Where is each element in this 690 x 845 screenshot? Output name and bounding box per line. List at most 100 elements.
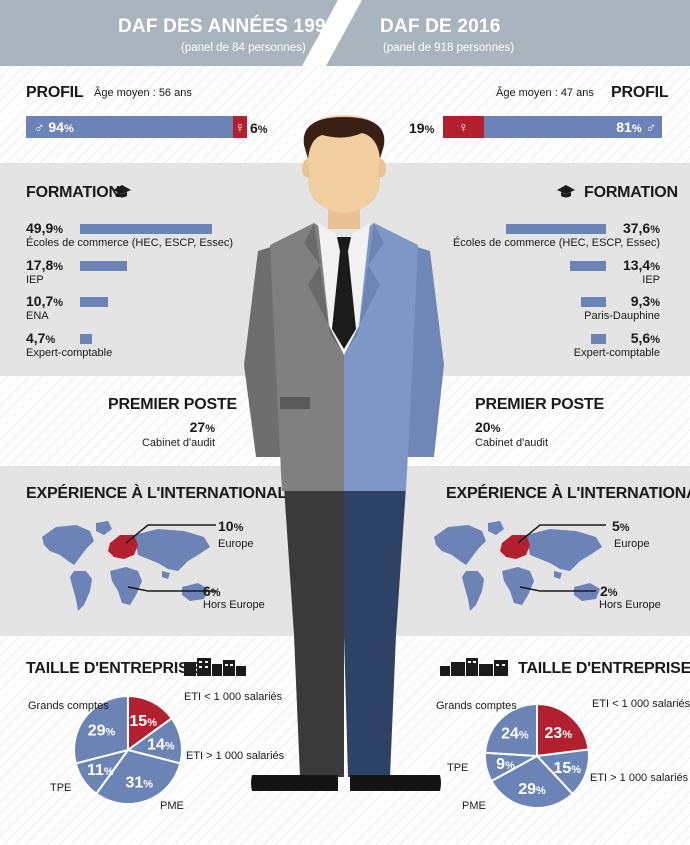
world-map-right bbox=[434, 521, 606, 611]
trouser-left bbox=[284, 487, 344, 777]
formation-left-label: IEP bbox=[26, 274, 44, 286]
formation-left-value: 49,9% bbox=[26, 220, 64, 236]
formation-right-bar bbox=[570, 261, 606, 271]
age-left: Âge moyen : 56 ans bbox=[94, 87, 192, 99]
pie-slice bbox=[484, 702, 538, 758]
header-divider bbox=[302, 0, 362, 66]
intl-right-hors-value: 2% bbox=[600, 583, 618, 599]
age-right: Âge moyen : 47 ans bbox=[496, 87, 594, 99]
pie-slice-label: 14% bbox=[147, 737, 175, 754]
formation-left-label: Écoles de commerce (HEC, ESCP, Essec) bbox=[26, 237, 234, 249]
taille-label-left: TAILLE D'ENTREPRISE bbox=[26, 660, 200, 677]
pie-slice-label: 29% bbox=[518, 781, 546, 798]
pie-right-label-grands: Grands comptes bbox=[436, 700, 517, 712]
male-icon: ♂ bbox=[34, 119, 45, 135]
premier-poste-left-value: 27% bbox=[189, 419, 215, 435]
formation-left-bar bbox=[80, 334, 92, 344]
face bbox=[308, 115, 380, 213]
pie-left-label-grands: Grands comptes bbox=[28, 700, 109, 712]
profil-label-left: PROFIL bbox=[26, 84, 84, 101]
intl-right-europe-label: Europe bbox=[614, 538, 650, 550]
female-icon: ♀ bbox=[458, 119, 469, 135]
formation-right-label: Paris-Dauphine bbox=[584, 310, 660, 322]
right-subtitle: (panel de 918 personnes) bbox=[383, 42, 515, 54]
premier-poste-label-left: PREMIER POSTE bbox=[108, 396, 237, 413]
shoe-right bbox=[350, 775, 441, 791]
formation-right-value: 13,4% bbox=[622, 257, 660, 273]
man-illustration bbox=[244, 115, 444, 791]
pie-right-label-tpe: TPE bbox=[447, 762, 469, 774]
formation-left-bar bbox=[80, 261, 127, 271]
left-male-value: ♂ 94% bbox=[34, 119, 74, 135]
pie-slice-label: 31% bbox=[126, 775, 154, 792]
formation-left-label: ENA bbox=[26, 310, 49, 322]
formation-right-label: Expert-comptable bbox=[573, 347, 660, 359]
left-title: DAF DES ANNÉES 1990 bbox=[118, 16, 337, 37]
pie-slice-label: 11% bbox=[87, 762, 114, 779]
formation-right-value: 5,6% bbox=[630, 330, 660, 346]
premier-poste-label-right: PREMIER POSTE bbox=[475, 396, 604, 413]
formation-right-label: IEP bbox=[642, 274, 660, 286]
formation-right-bar bbox=[591, 334, 606, 344]
hair bbox=[303, 117, 385, 159]
formation-right-bar bbox=[581, 297, 606, 307]
header-band: DAF DES ANNÉES 1990 (panel de 84 personn… bbox=[0, 0, 690, 66]
pie-left-label-pme: PME bbox=[160, 800, 184, 812]
taille-label-right: TAILLE D'ENTREPRISE bbox=[518, 660, 690, 677]
left-female-value: 6% bbox=[250, 120, 268, 136]
pie-slice-label: 9% bbox=[496, 756, 515, 773]
shoe-left bbox=[251, 775, 338, 791]
graduation-cap-icon bbox=[113, 185, 131, 198]
pie-slice bbox=[73, 694, 129, 765]
premier-poste-right-sub: Cabinet d'audit bbox=[475, 437, 549, 449]
intl-right-europe-value: 5% bbox=[612, 518, 630, 534]
pocket bbox=[280, 397, 310, 409]
trouser-right bbox=[344, 487, 406, 777]
europe-highlight bbox=[500, 535, 530, 559]
profile-bar-left-female: ♀ bbox=[233, 116, 247, 138]
pie-left-label-eti-lt: ETI < 1 000 salariés bbox=[184, 691, 283, 703]
pie-slice-label: 23% bbox=[545, 725, 573, 742]
premier-poste-right-value: 20% bbox=[475, 419, 501, 435]
profile-bar-left-male: ♂ 94% bbox=[26, 116, 233, 138]
international-label-left: EXPÉRIENCE À L'INTERNATIONAL bbox=[26, 485, 288, 502]
formation-label-right: FORMATION bbox=[584, 184, 678, 201]
international-label-right: EXPÉRIENCE À L'INTERNATIONAL bbox=[446, 485, 690, 502]
pie-chart-left: 15% 14% 31% 11% 29% bbox=[73, 694, 183, 805]
pie-right-label-eti-gt: ETI > 1 000 salariés bbox=[590, 772, 689, 784]
intl-left-hors-label: Hors Europe bbox=[203, 599, 265, 611]
pie-right-label-pme: PME bbox=[462, 800, 486, 812]
formation-left-bar bbox=[80, 297, 108, 307]
profile-bar-right-female: ♀ bbox=[443, 116, 484, 138]
right-title: DAF DE 2016 bbox=[380, 16, 501, 37]
pie-slice-label: 15% bbox=[129, 713, 157, 730]
graduation-cap-icon bbox=[557, 185, 575, 198]
pie-slice bbox=[536, 702, 590, 758]
pie-slice bbox=[490, 754, 575, 809]
profile-bar-right-male: 81% ♂ bbox=[484, 116, 662, 138]
intl-left-europe-label: Europe bbox=[218, 538, 254, 550]
tie bbox=[332, 237, 356, 349]
right-male-value: 81% ♂ bbox=[616, 119, 657, 135]
pie-slice-label: 24% bbox=[501, 726, 529, 743]
intl-right-hors-label: Hors Europe bbox=[599, 599, 661, 611]
pie-chart-right: 23% 15% 29%9% 24% bbox=[484, 702, 590, 809]
formation-right-value: 9,3% bbox=[630, 293, 660, 309]
formation-label-left: FORMATION bbox=[26, 184, 120, 201]
intl-left-hors-value: 6% bbox=[203, 583, 221, 599]
formation-left-value: 17,8% bbox=[26, 257, 64, 273]
premier-poste-left-sub: Cabinet d'audit bbox=[141, 437, 215, 449]
pie-slice-label: 15% bbox=[554, 760, 582, 777]
right-female-value: 19% bbox=[409, 120, 435, 136]
male-icon: ♂ bbox=[645, 119, 657, 135]
buildings-icon bbox=[184, 658, 246, 676]
profil-label-right: PROFIL bbox=[611, 84, 669, 101]
formation-left-bar bbox=[80, 224, 212, 234]
buildings-icon bbox=[440, 658, 508, 676]
female-icon: ♀ bbox=[234, 119, 246, 135]
formation-right-label: Écoles de commerce (HEC, ESCP, Essec) bbox=[452, 237, 660, 249]
world-map-left bbox=[42, 521, 216, 611]
formation-left-label: Expert-comptable bbox=[26, 347, 113, 359]
formation-right-value: 37,6% bbox=[622, 220, 660, 236]
